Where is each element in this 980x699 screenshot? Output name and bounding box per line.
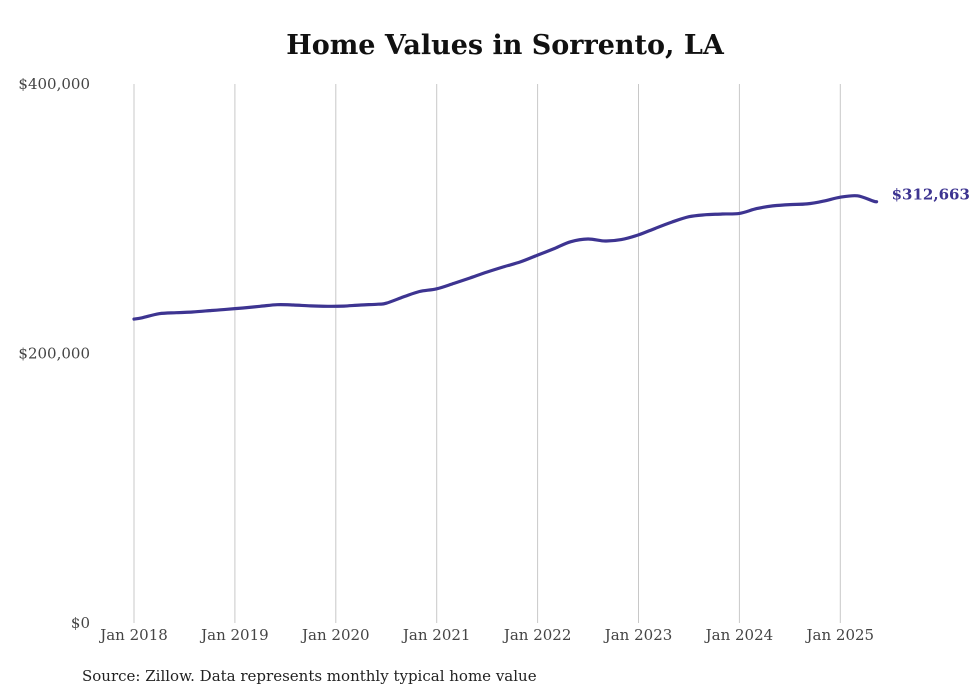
y-tick-label-2: $0 (71, 614, 90, 632)
x-tick-label-3: Jan 2021 (401, 626, 471, 644)
gridlines (133, 84, 841, 623)
x-tick-label-6: Jan 2024 (704, 626, 774, 644)
x-tick-label-5: Jan 2023 (603, 626, 673, 644)
x-tick-label-4: Jan 2022 (502, 626, 572, 644)
series-line-0 (132, 194, 879, 321)
x-tick-label-1: Jan 2019 (199, 626, 269, 644)
x-tick-label-0: Jan 2018 (98, 626, 168, 644)
series-end-label-0: $312,663 (892, 186, 970, 204)
source-note: Source: Zillow. Data represents monthly … (82, 667, 537, 685)
chart-title: Home Values in Sorrento, LA (286, 30, 724, 61)
series-layer: $312,663 (132, 186, 970, 321)
y-tick-label-1: $200,000 (18, 345, 90, 363)
y-axis-ticks: $400,000 $200,000 $0 (18, 75, 90, 632)
x-tick-label-2: Jan 2020 (300, 626, 370, 644)
y-tick-label-0: $400,000 (18, 75, 90, 93)
x-tick-label-7: Jan 2025 (805, 626, 875, 644)
line-chart: $400,000$200,000$0 Jan 2018 Jan 2019 Jan 2… (18, 75, 970, 644)
x-axis-ticks: Jan 2018 Jan 2019 Jan 2020 Jan 2021 Jan 2022… (98, 626, 874, 644)
